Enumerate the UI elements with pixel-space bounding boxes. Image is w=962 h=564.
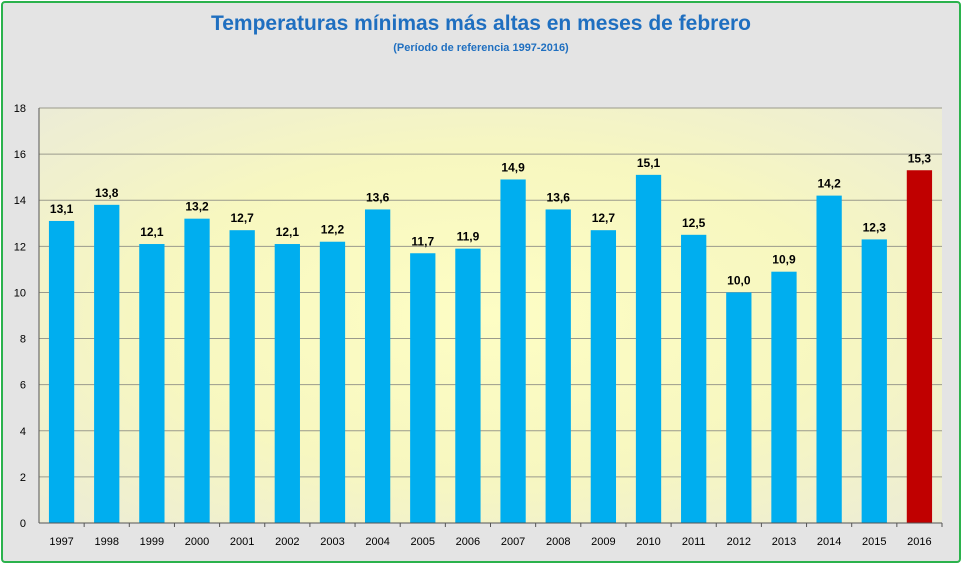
y-tick-label: 6: [20, 380, 26, 392]
data-label-1997: 13,1: [50, 202, 74, 216]
bar-2002: [274, 244, 300, 523]
x-tick-label-2007: 2007: [501, 536, 525, 548]
data-label-2016: 15,3: [908, 151, 932, 165]
x-tick-label-2011: 2011: [682, 536, 706, 548]
y-tick-label: 16: [14, 149, 26, 161]
data-label-2000: 13,2: [185, 200, 209, 214]
bar-2006: [455, 248, 481, 523]
bar-2016: [906, 170, 933, 523]
bar-2012: [726, 292, 752, 523]
data-label-2014: 14,2: [817, 177, 841, 191]
x-tick-label-2004: 2004: [365, 536, 389, 548]
x-tick-label-2014: 2014: [817, 536, 841, 548]
data-label-2012: 10,0: [727, 273, 751, 287]
data-label-1999: 12,1: [140, 225, 164, 239]
x-tick-label-2008: 2008: [546, 536, 570, 548]
y-tick-label: 8: [20, 334, 26, 346]
bar-2005: [410, 253, 436, 523]
bar-2001: [229, 230, 255, 523]
bar-2007: [500, 179, 526, 523]
y-tick-label: 18: [14, 103, 26, 115]
x-tick-label-1998: 1998: [94, 536, 118, 548]
data-label-2002: 12,1: [276, 225, 300, 239]
x-tick-label-2005: 2005: [411, 536, 435, 548]
bar-2004: [364, 209, 391, 523]
data-label-2006: 11,9: [457, 230, 480, 244]
x-tick-label-2001: 2001: [230, 536, 254, 548]
x-tick-label-2016: 2016: [907, 536, 931, 548]
x-tick-label-2006: 2006: [456, 536, 480, 548]
data-label-2011: 12,5: [682, 216, 706, 230]
data-label-2013: 10,9: [772, 253, 796, 267]
bar-1999: [139, 244, 165, 523]
x-tick-label-2000: 2000: [185, 536, 209, 548]
bar-2009: [590, 230, 617, 523]
y-tick-label: 0: [20, 518, 26, 530]
x-tick-label-1997: 1997: [49, 536, 73, 548]
data-label-2015: 12,3: [863, 220, 887, 234]
data-label-1998: 13,8: [95, 186, 119, 200]
bar-2003: [319, 241, 346, 523]
bar-2000: [184, 218, 210, 523]
y-tick-label: 14: [14, 195, 26, 207]
x-tick-label-1999: 1999: [140, 536, 164, 548]
x-tick-label-2010: 2010: [636, 536, 660, 548]
data-label-2001: 12,7: [230, 211, 254, 225]
y-tick-label: 4: [20, 426, 26, 438]
bar-1998: [94, 204, 120, 524]
bar-2010: [635, 174, 662, 523]
data-label-2007: 14,9: [501, 160, 525, 174]
bar-2013: [771, 271, 797, 523]
x-tick-label-2002: 2002: [275, 536, 299, 548]
y-tick-label: 2: [20, 472, 26, 484]
data-label-2010: 15,1: [637, 156, 661, 170]
y-tick-label: 10: [14, 287, 26, 299]
plot-area: [39, 108, 942, 523]
data-label-2008: 13,6: [547, 190, 571, 204]
bar-2008: [545, 209, 571, 523]
data-label-2009: 12,7: [592, 211, 616, 225]
bar-1997: [48, 220, 75, 523]
bar-2014: [816, 195, 842, 523]
x-tick-label-2003: 2003: [320, 536, 344, 548]
x-tick-label-2015: 2015: [862, 536, 886, 548]
data-label-2005: 11,7: [411, 234, 434, 248]
data-label-2004: 13,6: [366, 190, 390, 204]
chart-subtitle: (Período de referencia 1997-2016): [393, 42, 569, 54]
x-tick-label-2013: 2013: [772, 536, 796, 548]
chart-title: Temperaturas mínimas más altas en meses …: [210, 12, 752, 35]
x-tick-label-2012: 2012: [727, 536, 751, 548]
data-label-2003: 12,2: [321, 223, 345, 237]
bar-2011: [681, 234, 707, 524]
bar-2015: [861, 239, 887, 523]
y-tick-label: 12: [14, 241, 26, 253]
x-tick-label-2009: 2009: [591, 536, 615, 548]
